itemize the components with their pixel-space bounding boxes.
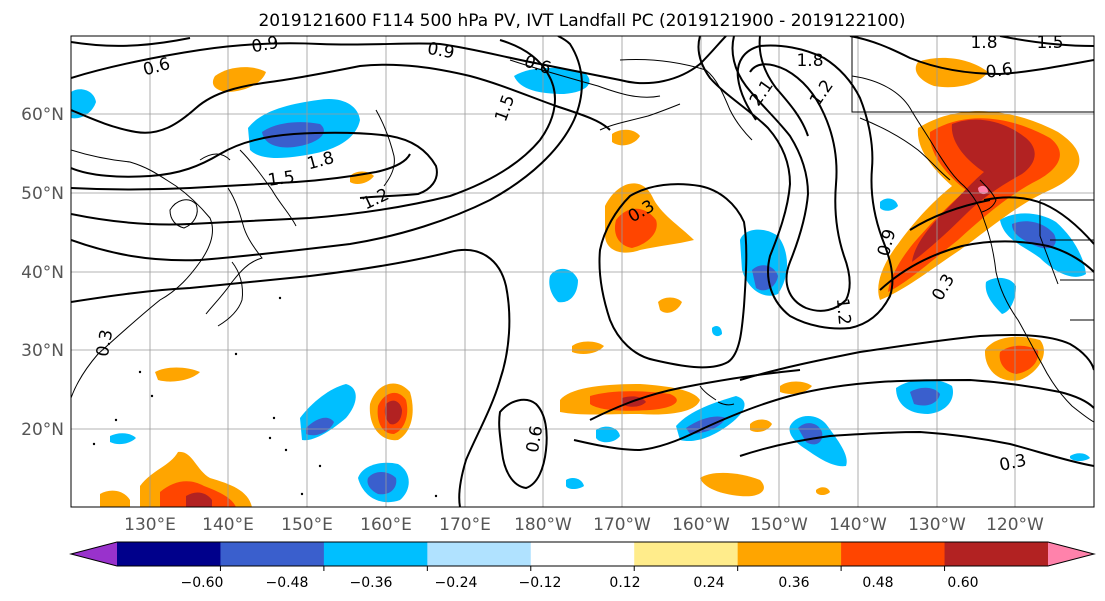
colorbar: −0.60 −0.48 −0.36 −0.24 −0.12 0.12 0.24 … (69, 541, 1096, 591)
contour-label: 0.9 (250, 33, 280, 57)
contour-label: 1.5 (1036, 33, 1063, 53)
coastlines (71, 36, 1094, 423)
negative-anomaly (752, 265, 778, 291)
lon-label: 140°W (829, 515, 887, 535)
positive-anomaly (816, 487, 830, 495)
negative-anomaly (880, 198, 898, 211)
colorbar-tick-label: −0.36 (350, 575, 393, 591)
positive-anomaly (912, 119, 1035, 262)
positive-anomaly (978, 185, 988, 195)
positive-anomaly (100, 490, 130, 507)
positive-anomaly (212, 67, 266, 92)
lon-label: 130°W (908, 515, 966, 535)
positive-anomaly (155, 367, 200, 382)
positive-anomaly (186, 492, 212, 507)
map-area: 0.6 0.9 0.9 0.6 1.8 1.8 1.5 2.1 1.2 1.5 … (71, 33, 1094, 507)
lon-label: 170°W (593, 515, 651, 535)
negative-anomaly (798, 423, 823, 445)
positive-anomaly (614, 208, 657, 248)
map-frame (70, 35, 1095, 508)
positive-anomaly (780, 381, 812, 394)
negative-anomaly (1070, 453, 1090, 461)
negative-anomaly (566, 478, 584, 489)
negative-anomaly (686, 416, 726, 434)
contour-label: 0.6 (985, 59, 1015, 83)
negative-anomaly (1012, 221, 1056, 249)
negative-anomaly (306, 417, 334, 436)
contour-label: 0.6 (523, 424, 547, 454)
lon-label: 120°W (986, 515, 1044, 535)
contour-label: 1.5 (267, 167, 297, 191)
colorbar-tick-label: −0.48 (266, 575, 309, 591)
colorbar-swatch (323, 542, 428, 566)
map-title: 2019121600 F114 500 hPa PV, IVT Landfall… (258, 11, 905, 31)
contour-label: 1.2 (832, 297, 854, 326)
negative-anomaly (110, 433, 136, 445)
negative-anomaly (712, 326, 722, 337)
colorbar-tick-label: −0.60 (181, 575, 224, 591)
colorbar-tick-labels: −0.60 −0.48 −0.36 −0.24 −0.12 0.12 0.24 … (181, 575, 979, 591)
colorbar-swatch (634, 542, 739, 566)
lon-label: 170°E (439, 515, 491, 535)
graticule (71, 36, 1094, 507)
positive-anomaly (999, 345, 1039, 374)
colorbar-tick-label: 0.48 (862, 575, 893, 591)
latitude-labels: 60°N 50°N 40°N 30°N 20°N (21, 105, 64, 440)
lon-label: 160°E (360, 515, 412, 535)
lat-label: 60°N (21, 105, 64, 125)
colorbar-outline (69, 541, 1096, 567)
colorbar-swatch (427, 542, 532, 566)
colorbar-swatch (944, 542, 1049, 566)
lon-label: 180°W (514, 515, 572, 535)
colorbar-swatch (117, 542, 221, 566)
positive-anomaly (658, 297, 682, 313)
lon-label: 150°E (281, 515, 333, 535)
longitude-labels: 130°E 140°E 150°E 160°E 170°E 180°W 170°… (124, 515, 1044, 535)
colorbar-swatch (737, 542, 842, 566)
colorbar-swatch (220, 542, 325, 566)
negative-anomaly (71, 89, 96, 119)
colorbar-tick-label: −0.12 (519, 575, 562, 591)
lon-label: 130°E (124, 515, 176, 535)
colorbar-swatch (530, 542, 635, 566)
lon-label: 140°E (202, 515, 254, 535)
negative-anomaly (910, 387, 940, 406)
colorbar-tick-label: 0.12 (609, 575, 640, 591)
colorbar-extend-max (1048, 542, 1094, 566)
pv-contours (71, 36, 1094, 507)
contour-label: 0.9 (426, 39, 456, 63)
colorbar-swatch (841, 542, 946, 566)
colorbar-extend-min (71, 542, 117, 566)
colorbar-tick-label: 0.36 (778, 575, 809, 591)
lon-label: 150°W (750, 515, 808, 535)
lat-label: 50°N (21, 184, 64, 204)
contour-label: 0.3 (93, 328, 117, 358)
positive-anomaly (612, 129, 640, 146)
negative-anomaly (549, 268, 578, 303)
colorbar-tick-label: 0.60 (947, 575, 978, 591)
contour-label: 1.8 (970, 33, 997, 53)
positive-anomaly (572, 341, 604, 354)
positive-anomaly (384, 400, 402, 425)
island-markers (92, 296, 438, 498)
lat-label: 20°N (21, 420, 64, 440)
colorbar-tick-label: 0.24 (693, 575, 724, 591)
positive-anomaly (700, 472, 764, 497)
negative-anomaly (596, 426, 620, 443)
negative-anomaly (367, 472, 397, 495)
contour-label: 1.8 (796, 51, 823, 71)
lat-label: 30°N (21, 341, 64, 361)
lon-label: 160°W (672, 515, 730, 535)
lat-label: 40°N (21, 263, 64, 283)
colorbar-tick-label: −0.24 (435, 575, 478, 591)
